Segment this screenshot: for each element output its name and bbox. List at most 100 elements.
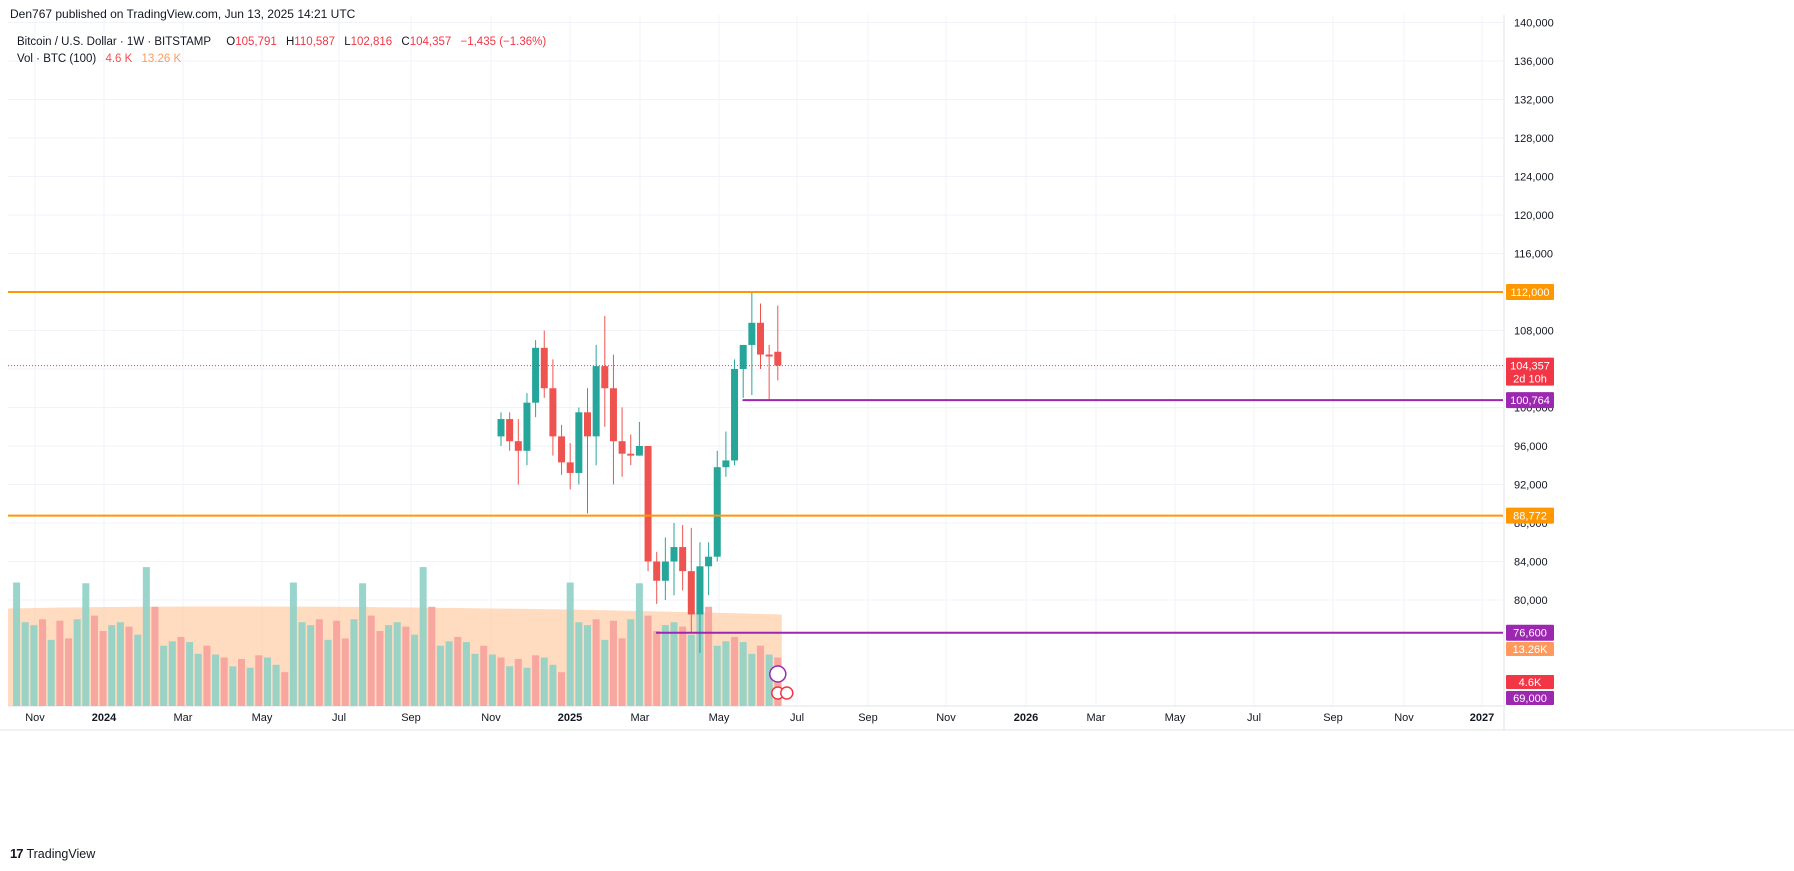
- candle: [661, 537, 669, 600]
- candle-body: [566, 462, 574, 473]
- candle: [540, 330, 548, 398]
- candle-body: [705, 556, 713, 567]
- volume-bar: [272, 664, 280, 706]
- volume-bar: [229, 666, 237, 706]
- volume-bar: [627, 619, 635, 706]
- volume-bar: [203, 645, 211, 706]
- volume-bar: [125, 626, 133, 706]
- symbol-label[interactable]: Bitcoin / U.S. Dollar · 1W · BITSTAMP: [17, 36, 212, 48]
- volume-bar: [376, 631, 384, 706]
- volume-bar: [168, 641, 176, 706]
- volume-bar: [540, 657, 548, 706]
- chart-legend: Bitcoin / U.S. Dollar · 1W · BITSTAMP O1…: [17, 34, 546, 68]
- volume-bar: [722, 641, 730, 706]
- volume-bar: [584, 625, 591, 706]
- footer-brand-label: TradingView: [26, 846, 96, 861]
- candle-body: [757, 322, 764, 355]
- volume-bar: [212, 654, 220, 706]
- volume-bar: [177, 636, 185, 706]
- volume-value: 4.6 K: [105, 53, 133, 65]
- volume-bar: [757, 645, 764, 706]
- time-tick-label: May: [1165, 712, 1186, 724]
- horizontal-lines: [8, 291, 1503, 634]
- price-tick-label: 120,000: [1514, 210, 1554, 222]
- footer-brand[interactable]: 17 TradingView: [10, 846, 95, 861]
- volume-bar: [635, 583, 643, 706]
- volume-bar: [47, 639, 55, 706]
- candle-body: [540, 347, 548, 389]
- level-badge-label: 100,764: [1510, 395, 1550, 407]
- time-tick-label: Nov: [25, 712, 45, 724]
- price-tick-label: 136,000: [1514, 56, 1554, 68]
- level-badge: [1506, 392, 1554, 409]
- time-tick-label: Jul: [790, 712, 804, 724]
- volume-bar: [618, 638, 626, 706]
- volume-bar: [307, 625, 315, 706]
- level-badge-label: 88,772: [1513, 511, 1547, 523]
- candle: [774, 305, 782, 381]
- level-badge: [1506, 507, 1554, 524]
- volume-bar: [116, 622, 124, 706]
- volume-bar: [350, 619, 358, 706]
- volume-label[interactable]: Vol · BTC (100): [17, 53, 97, 65]
- volume-bar: [748, 653, 756, 706]
- volume-bar: [436, 645, 444, 706]
- candle-body: [739, 344, 747, 369]
- candle-body: [661, 561, 669, 581]
- volume-bar: [289, 582, 297, 706]
- time-tick-label: May: [709, 712, 730, 724]
- volume-bar: [194, 653, 202, 706]
- candle-body: [635, 446, 643, 456]
- axis-badge: [1506, 675, 1554, 689]
- volume-bar: [246, 667, 254, 706]
- candle-body: [713, 467, 721, 557]
- candle: [757, 303, 764, 369]
- time-tick-label: Nov: [1394, 712, 1414, 724]
- price-tick-label: 116,000: [1514, 249, 1553, 261]
- volume-bar: [454, 636, 462, 706]
- volume-bar: [151, 606, 159, 706]
- candle: [618, 407, 626, 477]
- candle-body: [592, 366, 600, 437]
- volume-bar: [39, 619, 47, 706]
- time-tick-label: Nov: [936, 712, 956, 724]
- volume-bar: [523, 667, 531, 706]
- candle-body: [609, 388, 617, 442]
- volume-bar: [238, 658, 245, 706]
- volume-bar: [601, 639, 609, 706]
- publish-info: Den767 published on TradingView.com, Jun…: [10, 7, 356, 21]
- candle-body: [584, 412, 591, 437]
- candle: [609, 354, 617, 485]
- time-tick-label: Jul: [332, 712, 346, 724]
- candle-body: [696, 566, 704, 615]
- volume-bar: [65, 638, 72, 706]
- volume-bar: [134, 634, 142, 706]
- level-badge: [1506, 624, 1554, 641]
- axis-badge: [1506, 642, 1554, 656]
- level-badge-label: 104,357: [1510, 361, 1550, 373]
- candle: [679, 524, 687, 591]
- axis-badge-label: 4.6K: [1519, 677, 1542, 689]
- price-tick-label: 128,000: [1514, 133, 1554, 145]
- volume-bar: [679, 626, 687, 706]
- candle: [705, 542, 713, 596]
- volume-ma-value: 13.26 K: [141, 53, 182, 65]
- time-tick-label: May: [252, 712, 273, 724]
- price-tick-label: 80,000: [1514, 595, 1548, 607]
- volume-bar: [411, 634, 418, 706]
- volume-bar: [160, 645, 168, 706]
- price-tick-label: 108,000: [1514, 326, 1554, 338]
- time-tick-label: Sep: [401, 712, 421, 724]
- price-tick-label: 84,000: [1514, 557, 1548, 569]
- candle-body: [549, 388, 557, 437]
- candle: [627, 434, 635, 466]
- candle-body: [748, 322, 756, 345]
- candle-body: [514, 441, 522, 451]
- volume-bar: [367, 615, 375, 706]
- candle: [584, 388, 591, 514]
- time-tick-label: 2027: [1470, 712, 1494, 724]
- time-tick-label: Sep: [858, 712, 878, 724]
- level-badge-label: 112,000: [1511, 287, 1550, 299]
